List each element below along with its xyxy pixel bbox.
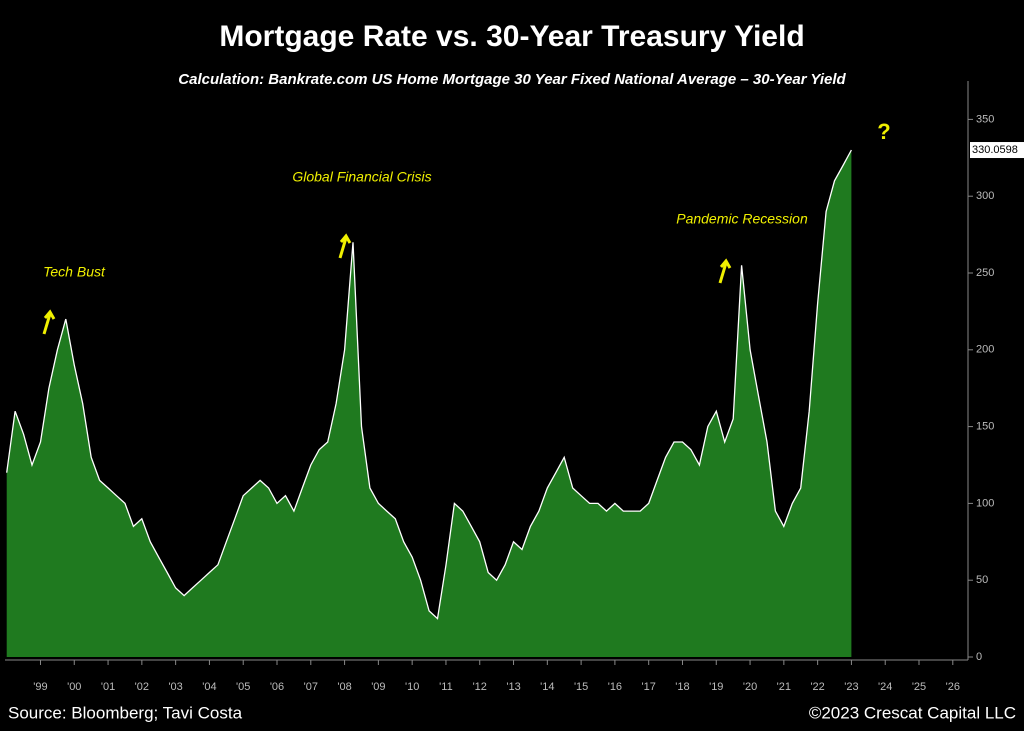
arrow [338, 233, 352, 259]
x-tick-label: '26 [946, 681, 960, 693]
y-tick-label: 300 [976, 190, 994, 202]
x-tick-label: '12 [473, 681, 487, 693]
x-tick-label: '14 [540, 681, 554, 693]
x-tick-label: '18 [675, 681, 689, 693]
x-tick-label: '01 [101, 681, 115, 693]
arrow [718, 258, 732, 284]
y-tick-label: 350 [976, 113, 994, 125]
last-value-box [970, 142, 1024, 159]
annotation: Global Financial Crisis [292, 169, 431, 185]
x-tick-label: '19 [709, 681, 723, 693]
last-value-label: 330.0598 [972, 144, 1018, 156]
x-tick-label: '10 [405, 681, 419, 693]
area [6, 150, 852, 657]
x-tick-label: '13 [506, 681, 520, 693]
x-tick-label: '99 [33, 681, 47, 693]
line [6, 149, 852, 620]
x-tick-label: '03 [168, 681, 182, 693]
x-tick-label: '00 [67, 681, 81, 693]
arrow [42, 309, 56, 335]
annotation: ? [877, 119, 890, 144]
x-tick-label: '07 [304, 681, 318, 693]
y-tick-label: 50 [976, 574, 988, 586]
x-tick-label: '24 [878, 681, 892, 693]
x-tick-label: '22 [810, 681, 824, 693]
annotation: Pandemic Recession [676, 211, 808, 227]
x-tick-label: '20 [743, 681, 757, 693]
x-tick-label: '11 [439, 681, 453, 693]
x-tick-label: '06 [270, 681, 284, 693]
annotation: Tech Bust [43, 264, 106, 280]
y-tick-label: 200 [976, 344, 994, 356]
y-tick-label: 250 [976, 267, 994, 279]
y-tick-label: 100 [976, 497, 994, 509]
y-tick-label: 150 [976, 421, 994, 433]
x-tick-label: '15 [574, 681, 588, 693]
x-tick-label: '25 [912, 681, 926, 693]
x-tick-label: '08 [337, 681, 351, 693]
x-tick-label: '23 [844, 681, 858, 693]
x-tick-label: '02 [135, 681, 149, 693]
plot: 0 50 100 150 200 250 300 350 '99 '00 '01 '02 '03 '04 '… [5, 81, 1024, 693]
x-tick-label: '17 [642, 681, 656, 693]
x-tick-label: '05 [236, 681, 250, 693]
chart-title: Mortgage Rate vs. 30-Year Treasury Yield [219, 20, 804, 53]
x-tick-label: '09 [371, 681, 385, 693]
x-tick-label: '21 [777, 681, 791, 693]
source: Source: Bloomberg; Tavi Costa [8, 703, 243, 722]
chart-subtitle: Calculation: Bankrate.com US Home Mortga… [178, 71, 846, 88]
x-tick-label: '16 [608, 681, 622, 693]
copyright: ©2023 Crescat Capital LLC [809, 703, 1016, 722]
y-tick-label: 0 [976, 651, 982, 663]
x-tick-label: '04 [202, 681, 216, 693]
